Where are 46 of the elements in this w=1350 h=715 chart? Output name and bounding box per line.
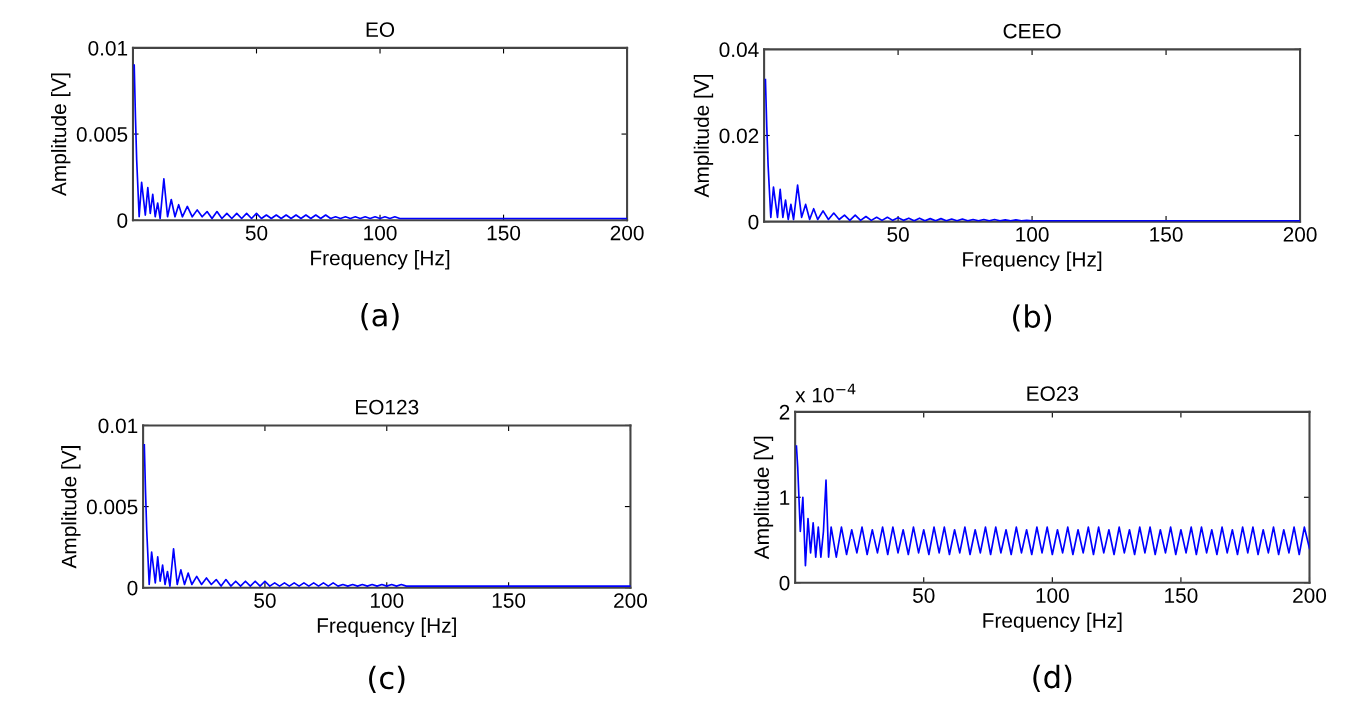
text: (a) <box>361 302 399 331</box>
x-tick-label: 150 <box>492 593 526 608</box>
x-axis-title: Frequency [Hz] <box>963 251 1102 271</box>
x-tick-label: 50 <box>254 593 276 608</box>
y-tick-label: 0.01 <box>98 418 138 434</box>
x-tick-label: 50 <box>912 588 935 603</box>
y-axis-title: Amplitude [V] <box>753 436 774 560</box>
y-tick-label: 0.04 <box>719 42 759 58</box>
y-tick-label: 0.005 <box>86 499 138 515</box>
chart-title: CEEO <box>1003 23 1061 39</box>
x-axis-title: Frequency [Hz] <box>317 617 456 637</box>
x-tick-label: 200 <box>614 593 648 608</box>
y-axis-title: Amplitude [V] <box>51 73 71 196</box>
text: (d) <box>1033 664 1072 692</box>
y-tick-label: 0 <box>127 580 138 596</box>
text: (c) <box>369 665 405 693</box>
y-tick-label: 1 <box>780 490 790 505</box>
chart-title: EO <box>366 22 395 37</box>
x-tick-label: 200 <box>1283 227 1317 242</box>
x-tick-label: 50 <box>887 227 909 242</box>
y-axis-title: Amplitude [V] <box>693 75 714 198</box>
x-tick-label: 100 <box>370 593 404 608</box>
y-tick-label: 0.01 <box>88 40 128 56</box>
x-tick-label: 100 <box>364 225 397 241</box>
x-tick-label: 150 <box>487 225 521 241</box>
y-tick-label: 0.02 <box>719 128 759 144</box>
y-axis-title: Amplitude [V] <box>61 446 81 569</box>
line-series <box>795 445 1310 567</box>
y-tick-label: 0 <box>779 575 790 591</box>
y-tick-label: 0.005 <box>76 127 128 142</box>
x-tick-label: 100 <box>1016 227 1049 242</box>
x-axis-title: Frequency [Hz] <box>983 612 1122 632</box>
x-tick-label: 50 <box>245 225 268 241</box>
x-tick-label: 100 <box>1036 588 1069 603</box>
x-tick-label: 150 <box>1150 227 1183 242</box>
x-axis-title: Frequency [Hz] <box>311 250 450 270</box>
chart-title: EO23 <box>1027 386 1079 401</box>
x-tick-label: 200 <box>1293 588 1327 603</box>
text: x 10$^{−4}$ <box>795 383 856 403</box>
y-tick-label: 0 <box>748 214 759 230</box>
chart-title: EO123 <box>356 399 419 415</box>
x-tick-label: 200 <box>610 225 644 241</box>
y-tick-label: 0 <box>117 213 128 228</box>
x-tick-label: 150 <box>1165 588 1198 603</box>
text: (b) <box>1013 304 1052 332</box>
y-tick-label: 2 <box>779 404 790 420</box>
